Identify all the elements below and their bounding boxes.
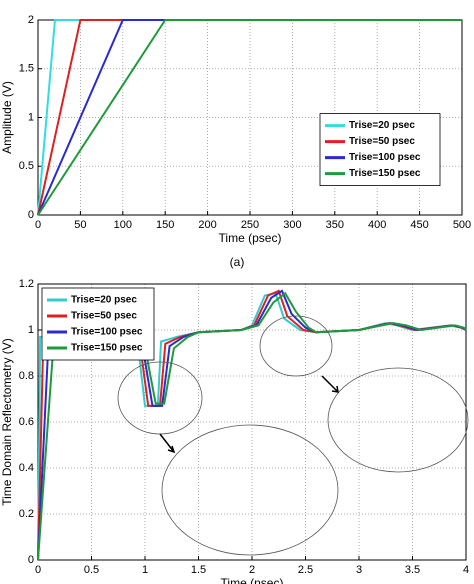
x-tick-label: 50 bbox=[74, 219, 86, 231]
y-tick-label: 1.5 bbox=[19, 63, 34, 75]
y-tick-label: 0.2 bbox=[19, 508, 34, 520]
zoom-circle bbox=[161, 424, 339, 556]
y-tick-label: 0.8 bbox=[19, 370, 34, 382]
line-series bbox=[37, 291, 467, 561]
y-tick-label: 1.2 bbox=[19, 278, 34, 290]
x-tick-label: 100 bbox=[114, 219, 132, 231]
x-tick-label: 0 bbox=[35, 219, 41, 231]
legend-label: Trise=150 psec bbox=[71, 343, 143, 354]
x-tick-label: 350 bbox=[326, 219, 344, 231]
y-tick-label: 0.6 bbox=[19, 416, 34, 428]
y-tick-label: 0.4 bbox=[19, 462, 34, 474]
legend-label: Trise=100 psec bbox=[349, 152, 421, 163]
legend-label: Trise=20 psec bbox=[349, 120, 415, 131]
y-tick-label: 2 bbox=[28, 14, 34, 26]
y-tick-label: 1 bbox=[28, 111, 34, 123]
y-axis-label: Amplitude (V) bbox=[0, 81, 14, 154]
legend-label: Trise=20 psec bbox=[71, 295, 137, 306]
caption: (a) bbox=[230, 255, 245, 269]
x-tick-label: 150 bbox=[156, 219, 174, 231]
zoom-circle bbox=[327, 367, 469, 473]
arrow bbox=[159, 433, 176, 454]
zoom-decorations bbox=[117, 315, 469, 556]
y-tick-label: 0 bbox=[28, 209, 34, 221]
arrow bbox=[321, 375, 339, 393]
zoom-circle bbox=[259, 315, 333, 377]
x-axis-label: Time (psec) bbox=[219, 231, 282, 245]
legend-label: Trise=50 psec bbox=[71, 311, 137, 322]
y-tick-label: 1 bbox=[28, 324, 34, 336]
line-series bbox=[37, 19, 462, 216]
plot-frame bbox=[37, 283, 467, 561]
legend-label: Trise=100 psec bbox=[71, 327, 143, 338]
x-tick-label: 1 bbox=[142, 564, 148, 576]
x-tick-label: 0.5 bbox=[84, 564, 99, 576]
legend-label: Trise=150 psec bbox=[349, 168, 421, 179]
x-tick-label: 1.5 bbox=[191, 564, 206, 576]
x-tick-label: 400 bbox=[368, 219, 386, 231]
x-axis-label: Time (nsec) bbox=[221, 576, 284, 584]
y-tick-label: 0 bbox=[28, 554, 34, 566]
x-tick-label: 2.5 bbox=[298, 564, 313, 576]
x-tick-label: 2 bbox=[249, 564, 255, 576]
x-tick-label: 300 bbox=[283, 219, 301, 231]
x-tick-label: 200 bbox=[198, 219, 216, 231]
x-tick-label: 3.5 bbox=[405, 564, 420, 576]
x-tick-label: 500 bbox=[453, 219, 471, 231]
x-tick-label: 3 bbox=[356, 564, 362, 576]
y-axis-label: Time Domain Reflectometry (V) bbox=[0, 338, 14, 506]
x-tick-label: 4 bbox=[463, 564, 469, 576]
legend-label: Trise=50 psec bbox=[349, 136, 415, 147]
x-tick-label: 0 bbox=[35, 564, 41, 576]
x-tick-label: 450 bbox=[410, 219, 428, 231]
y-tick-label: 0.5 bbox=[19, 160, 34, 172]
x-tick-label: 250 bbox=[241, 219, 259, 231]
